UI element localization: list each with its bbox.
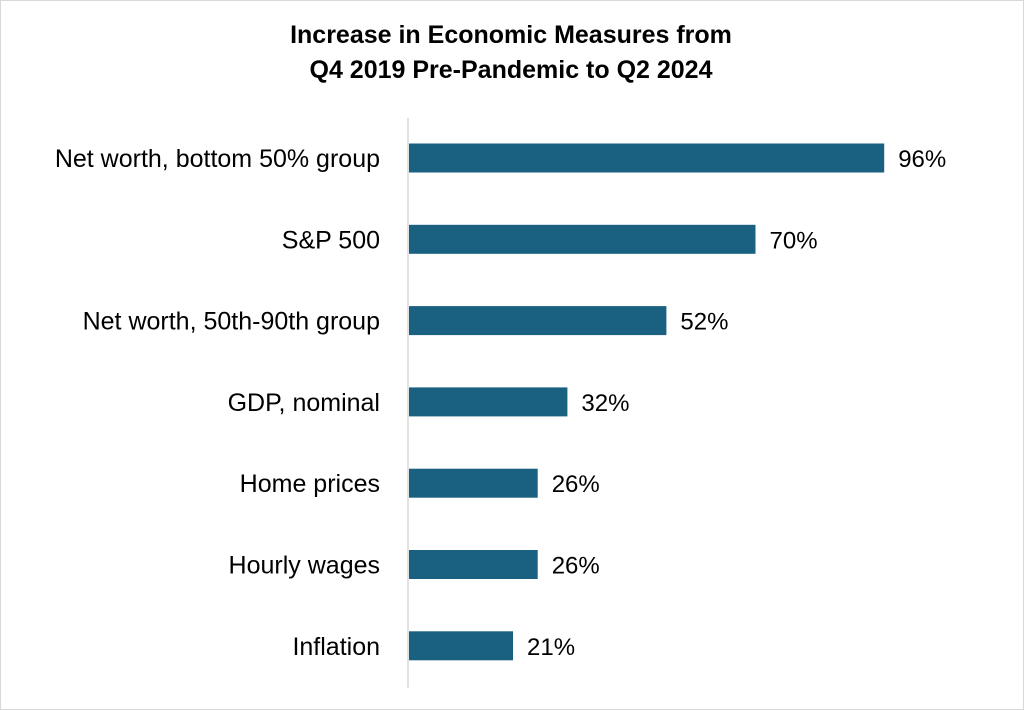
data-label: 52% <box>680 309 728 336</box>
bar <box>409 387 568 417</box>
category-label: S&P 500 <box>282 226 380 254</box>
data-label: 26% <box>552 553 600 580</box>
data-label: 32% <box>581 390 629 417</box>
data-label: 96% <box>898 146 946 173</box>
data-label: 26% <box>552 471 600 498</box>
chart-title-line-2: Q4 2019 Pre-Pandemic to Q2 2024 <box>309 56 713 84</box>
chart-title-line-1: Increase in Economic Measures from <box>290 21 732 49</box>
category-label: Net worth, 50th-90th group <box>83 308 380 336</box>
data-label: 70% <box>770 227 818 254</box>
bar <box>409 468 538 498</box>
bar <box>409 143 885 173</box>
category-label: Home prices <box>240 470 380 498</box>
bar <box>409 306 667 336</box>
bar <box>409 631 513 661</box>
category-label: Inflation <box>292 633 380 661</box>
category-label: Hourly wages <box>229 552 380 580</box>
chart-title: Increase in Economic Measures from Q4 20… <box>0 18 1022 88</box>
category-label: Net worth, bottom 50% group <box>55 145 380 173</box>
data-label: 21% <box>527 634 575 661</box>
bar <box>409 550 538 579</box>
bar <box>409 224 756 254</box>
category-label: GDP, nominal <box>228 389 380 417</box>
bars-group: Net worth, bottom 50% group 96% S&P 500 70%… <box>55 143 946 661</box>
